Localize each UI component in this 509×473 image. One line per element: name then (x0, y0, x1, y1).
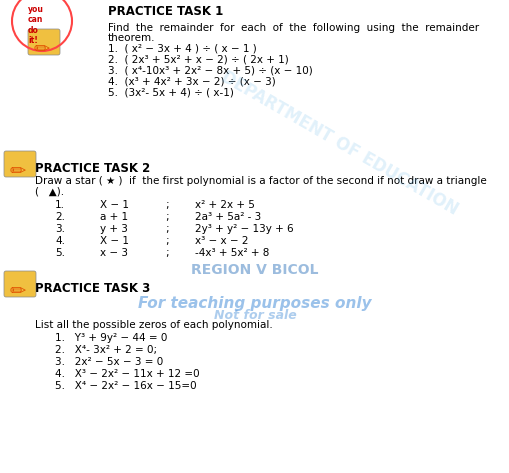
Text: 5.   X⁴ − 2x² − 16x − 15=0: 5. X⁴ − 2x² − 16x − 15=0 (55, 381, 196, 391)
Text: 2.: 2. (55, 212, 65, 222)
Text: 2a³ + 5a² - 3: 2a³ + 5a² - 3 (194, 212, 261, 222)
Text: List all the possible zeros of each polynomial.: List all the possible zeros of each poly… (35, 320, 272, 330)
Text: 3.: 3. (55, 224, 65, 234)
Text: 3.  ( x⁴-10x³ + 2x² − 8x + 5) ÷ (x − 10): 3. ( x⁴-10x³ + 2x² − 8x + 5) ÷ (x − 10) (108, 66, 312, 76)
Text: Find  the  remainder  for  each  of  the  following  using  the  remainder: Find the remainder for each of the follo… (108, 23, 478, 33)
Text: REGION V BICOL: REGION V BICOL (191, 263, 318, 277)
Text: ;: ; (165, 200, 168, 210)
Text: PRACTICE TASK 1: PRACTICE TASK 1 (108, 5, 223, 18)
Text: ;: ; (165, 224, 168, 234)
FancyBboxPatch shape (4, 151, 36, 177)
Text: ;: ; (165, 236, 168, 246)
Text: ;: ; (165, 248, 168, 258)
FancyBboxPatch shape (28, 29, 60, 55)
Text: -4x³ + 5x² + 8: -4x³ + 5x² + 8 (194, 248, 269, 258)
Text: 4.: 4. (55, 236, 65, 246)
Text: 2.  ( 2x³ + 5x² + x − 2) ÷ ( 2x + 1): 2. ( 2x³ + 5x² + x − 2) ÷ ( 2x + 1) (108, 55, 288, 65)
Text: theorem.: theorem. (108, 33, 155, 43)
Text: 1.   Y³ + 9y² − 44 = 0: 1. Y³ + 9y² − 44 = 0 (55, 333, 167, 343)
Text: x³ − x − 2: x³ − x − 2 (194, 236, 248, 246)
Text: y + 3: y + 3 (100, 224, 128, 234)
Text: 1.  ( x² − 3x + 4 ) ÷ ( x − 1 ): 1. ( x² − 3x + 4 ) ÷ ( x − 1 ) (108, 44, 256, 54)
Text: 4.  (x³ + 4x² + 3x − 2) ÷ (x − 3): 4. (x³ + 4x² + 3x − 2) ÷ (x − 3) (108, 77, 275, 87)
Text: X − 1: X − 1 (100, 236, 129, 246)
Text: x² + 2x + 5: x² + 2x + 5 (194, 200, 254, 210)
Text: 5.  (3x²- 5x + 4) ÷ ( x-1): 5. (3x²- 5x + 4) ÷ ( x-1) (108, 88, 234, 98)
Text: x − 3: x − 3 (100, 248, 128, 258)
Text: PRACTICE TASK 3: PRACTICE TASK 3 (35, 282, 150, 295)
Text: ;: ; (165, 212, 168, 222)
Text: you
can
do
it!: you can do it! (28, 5, 44, 45)
Text: 1.: 1. (55, 200, 65, 210)
Text: DEPARTMENT OF EDUCATION: DEPARTMENT OF EDUCATION (218, 68, 461, 219)
Text: Not for sale: Not for sale (213, 309, 296, 322)
Text: 2y³ + y² − 13y + 6: 2y³ + y² − 13y + 6 (194, 224, 293, 234)
Text: ✏: ✏ (34, 40, 50, 59)
Text: a + 1: a + 1 (100, 212, 128, 222)
Text: (   ▲).: ( ▲). (35, 186, 64, 196)
Text: Draw a star ( ★ )  if  the first polynomial is a factor of the second if not dra: Draw a star ( ★ ) if the first polynomia… (35, 176, 486, 186)
Text: ✏: ✏ (10, 282, 26, 301)
Text: 3.   2x² − 5x − 3 = 0: 3. 2x² − 5x − 3 = 0 (55, 357, 163, 367)
Text: 5.: 5. (55, 248, 65, 258)
FancyBboxPatch shape (4, 271, 36, 297)
Text: PRACTICE TASK 2: PRACTICE TASK 2 (35, 162, 150, 175)
Text: X − 1: X − 1 (100, 200, 129, 210)
Text: ✏: ✏ (10, 162, 26, 181)
Text: 4.   X³ − 2x² − 11x + 12 =0: 4. X³ − 2x² − 11x + 12 =0 (55, 369, 199, 379)
Text: For teaching purposes only: For teaching purposes only (138, 296, 371, 311)
Text: 2.   X⁴- 3x² + 2 = 0;: 2. X⁴- 3x² + 2 = 0; (55, 345, 157, 355)
